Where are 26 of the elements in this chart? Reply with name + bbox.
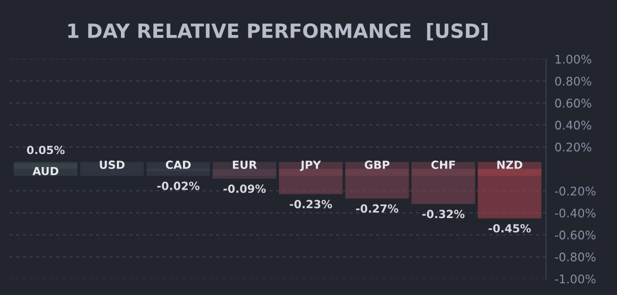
data-label: -0.32% bbox=[422, 210, 465, 218]
y-tick-label: -0.60% bbox=[554, 230, 596, 240]
x-tick-label: JPY bbox=[300, 160, 322, 172]
data-label: -0.27% bbox=[356, 204, 398, 213]
x-tick-label: CAD bbox=[166, 160, 191, 169]
y-tick-label: -0.20% bbox=[554, 186, 596, 196]
x-tick-label: CHF bbox=[431, 160, 455, 169]
y-tick-label: 0.60% bbox=[555, 98, 592, 108]
y-tick-label: 1.00% bbox=[556, 54, 592, 64]
x-tick-label: NZD bbox=[497, 160, 522, 169]
y-tick-label: 0.40% bbox=[555, 120, 592, 130]
data-label: -0.45% bbox=[488, 224, 531, 232]
y-tick-label: -0.40% bbox=[554, 208, 596, 218]
data-label: -0.23% bbox=[290, 200, 332, 208]
x-tick-label: GBP bbox=[364, 160, 390, 169]
y-tick-label: 0.80% bbox=[555, 76, 592, 86]
y-tick-label: 0.20% bbox=[555, 142, 592, 152]
data-label: -0.02% bbox=[157, 182, 200, 190]
data-label: 0.05% bbox=[26, 146, 65, 154]
x-tick-label: AUD bbox=[32, 167, 58, 176]
y-tick-label: -1.00% bbox=[554, 274, 596, 284]
x-tick-label: EUR bbox=[232, 160, 257, 169]
chart-title: 1 DAY RELATIVE PERFORMANCE [USD] bbox=[68, 23, 488, 40]
x-tick-label: USD bbox=[100, 160, 125, 169]
y-tick-label: -0.80% bbox=[554, 252, 596, 262]
data-label: -0.09% bbox=[224, 184, 266, 193]
